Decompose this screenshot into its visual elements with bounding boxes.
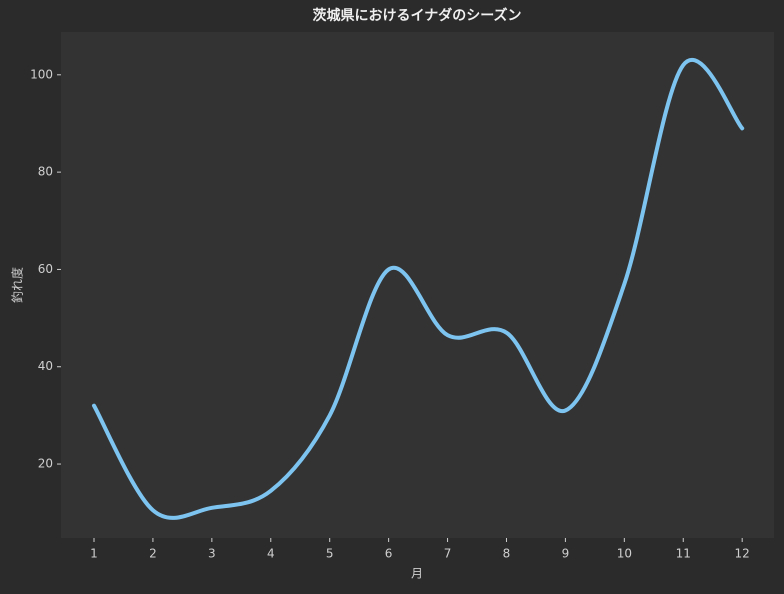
y-tick-label: 100 — [30, 67, 53, 81]
x-tick-label: 7 — [444, 547, 452, 561]
x-tick-label: 11 — [676, 547, 691, 561]
x-tick-label: 5 — [326, 547, 334, 561]
x-tick-label: 6 — [385, 547, 393, 561]
y-tick-label: 80 — [38, 165, 53, 179]
x-tick-label: 8 — [503, 547, 511, 561]
y-tick-label: 40 — [38, 359, 53, 373]
x-tick-label: 2 — [149, 547, 157, 561]
line — [91, 58, 745, 520]
x-tick-label: 4 — [267, 547, 275, 561]
plot-area — [61, 32, 774, 538]
y-tick-label: 20 — [38, 457, 53, 471]
x-axis-label: 月 — [411, 567, 423, 581]
y-tick-label: 60 — [38, 262, 53, 276]
chart-title: 茨城県におけるイナダのシーズン — [312, 7, 521, 24]
y-axis-label: 釣れ度 — [10, 267, 25, 303]
x-tick-label: 12 — [735, 547, 750, 561]
x-tick-label: 1 — [90, 547, 98, 561]
x-tick-label: 9 — [562, 547, 570, 561]
x-tick-label: 3 — [208, 547, 216, 561]
x-tick-label: 10 — [617, 547, 632, 561]
